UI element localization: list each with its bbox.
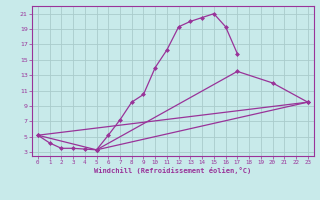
X-axis label: Windchill (Refroidissement éolien,°C): Windchill (Refroidissement éolien,°C) [94,167,252,174]
